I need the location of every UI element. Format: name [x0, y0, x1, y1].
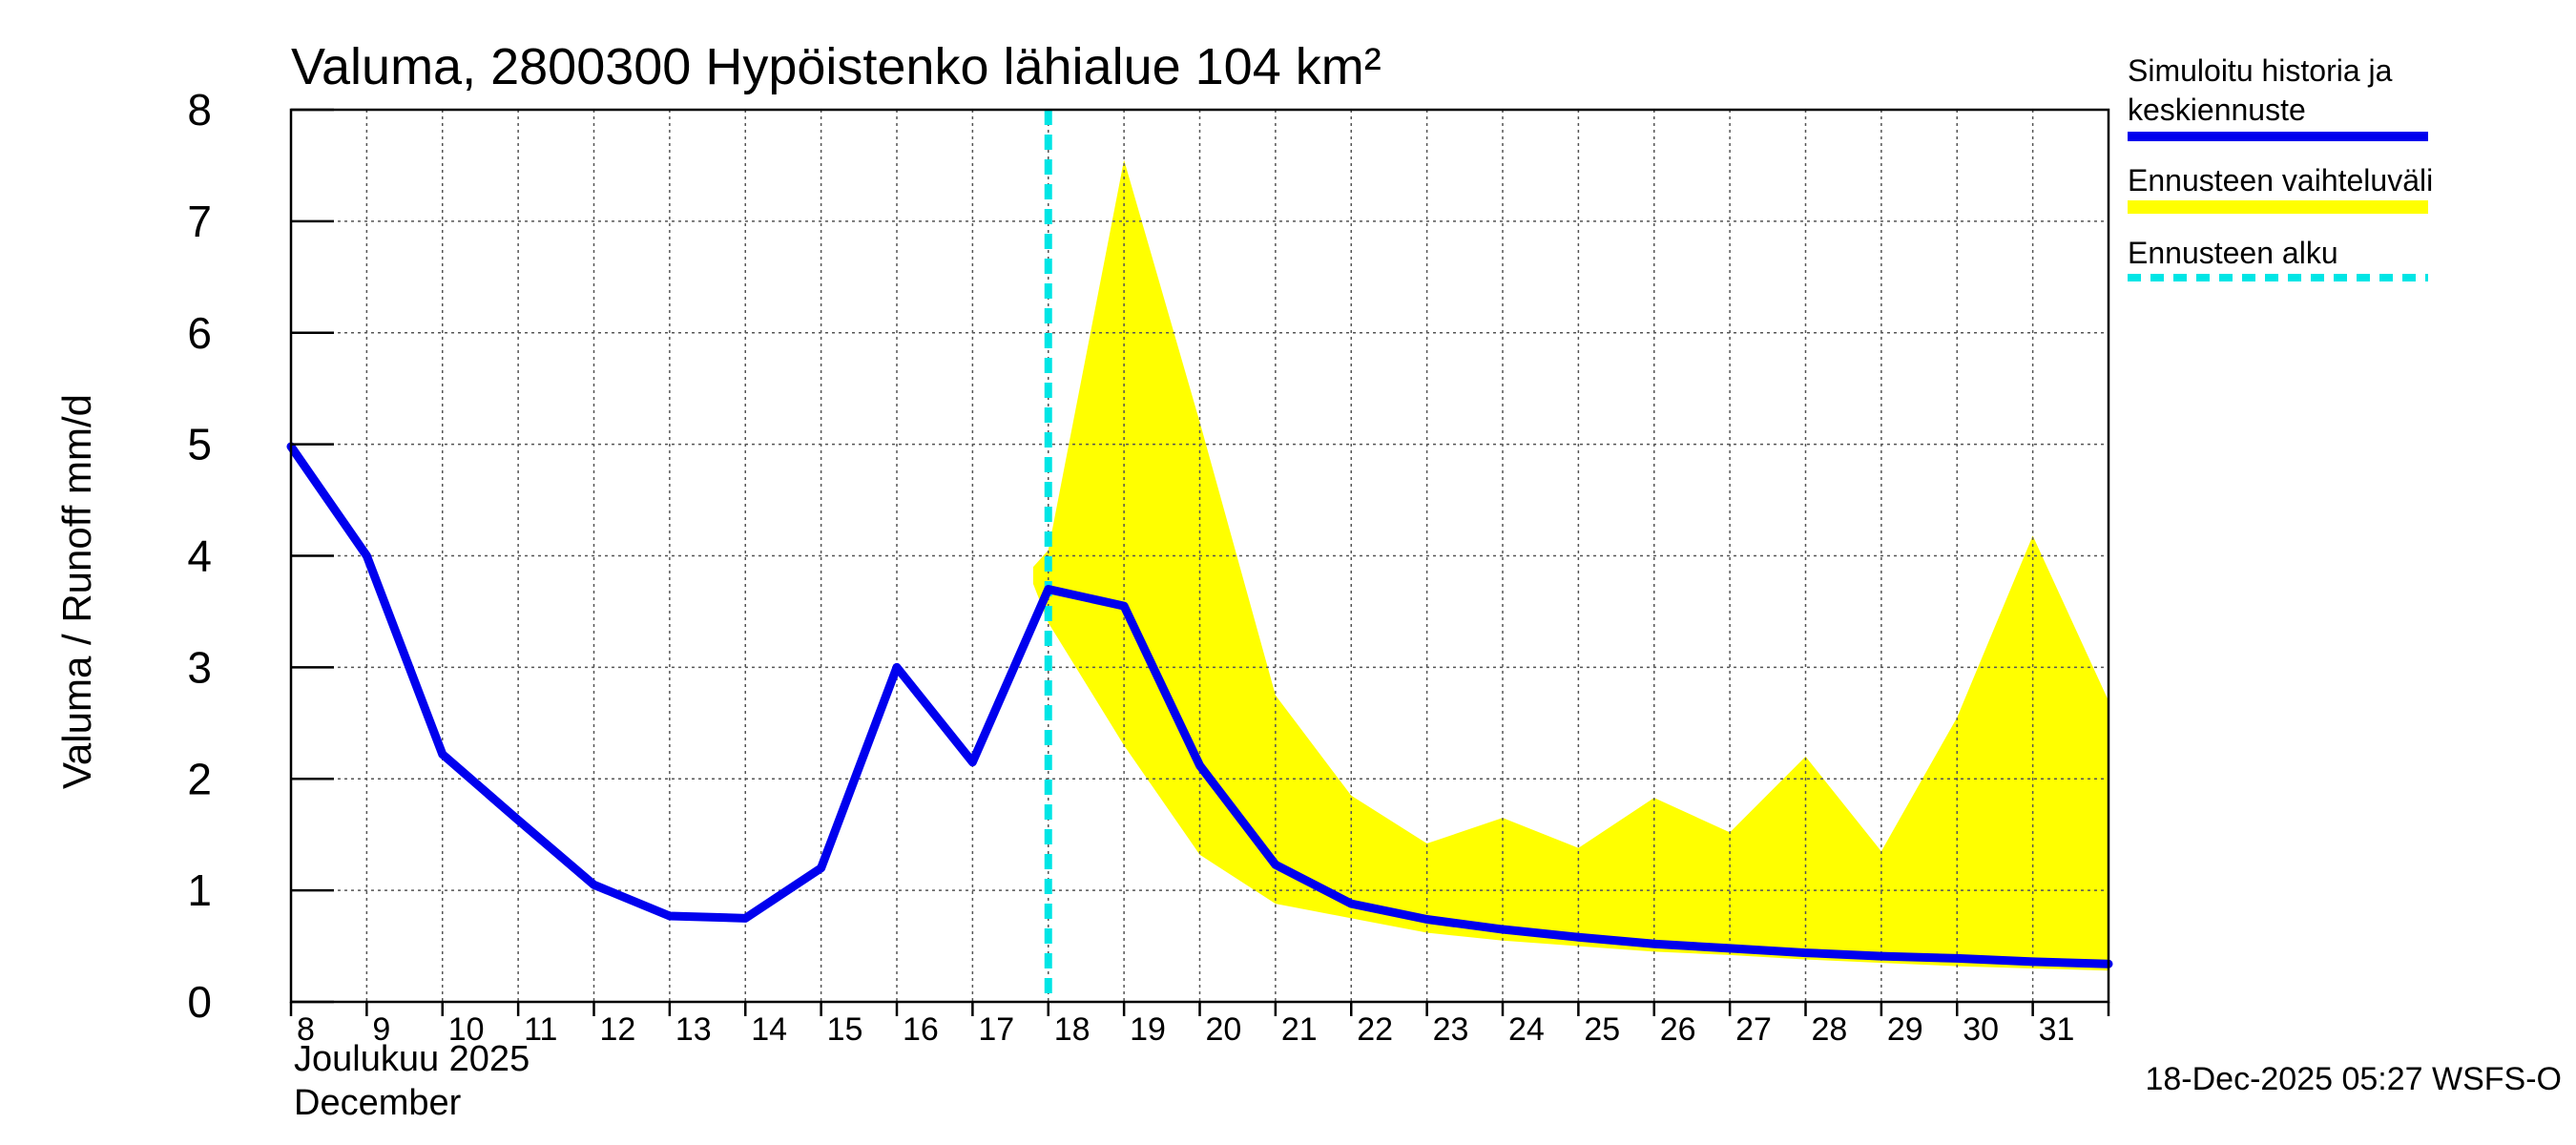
x-tick-label: 18	[1054, 1011, 1091, 1048]
legend-label-band: Ennusteen vaihteluväli	[2128, 163, 2433, 198]
y-tick-label: 7	[187, 197, 212, 246]
y-tick-label: 6	[187, 308, 212, 358]
x-tick-label: 8	[297, 1011, 315, 1048]
y-tick-label: 2	[187, 754, 212, 803]
x-tick-label: 22	[1357, 1011, 1393, 1048]
x-tick-label: 28	[1812, 1011, 1848, 1048]
month-label-en: December	[294, 1083, 462, 1123]
x-tick-label: 29	[1887, 1011, 1923, 1048]
y-tick-label: 4	[187, 531, 212, 581]
x-tick-label: 11	[524, 1011, 557, 1048]
x-tick-label: 25	[1584, 1011, 1620, 1048]
x-tick-label: 20	[1206, 1011, 1242, 1048]
x-tick-label: 14	[751, 1011, 787, 1048]
timestamp-footer: 18-Dec-2025 05:27 WSFS-O	[2145, 1061, 2562, 1097]
series-line-0	[286, 442, 2113, 968]
series-layer	[286, 442, 2113, 968]
x-tick-label: 24	[1508, 1011, 1545, 1048]
y-tick-label: 0	[187, 977, 212, 1027]
y-tick-label: 5	[187, 420, 212, 469]
x-tick-label: 23	[1433, 1011, 1469, 1048]
x-tick-label: 15	[827, 1011, 863, 1048]
legend: Simuloitu historia ja keskiennuste Ennus…	[2128, 53, 2433, 281]
x-tick-label: 21	[1281, 1011, 1318, 1048]
x-tick-label: 12	[600, 1011, 636, 1048]
x-tick-label: 16	[903, 1011, 939, 1048]
x-tick-label: 26	[1660, 1011, 1696, 1048]
x-tick-label: 30	[1963, 1011, 1999, 1048]
legend-label-forecast-start: Ennusteen alku	[2128, 236, 2338, 270]
x-tick-label: 17	[978, 1011, 1014, 1048]
legend-label-series-line1: Simuloitu historia ja	[2128, 53, 2393, 88]
y-tick-labels: 0 1 2 3 4 5 6 7 8	[187, 85, 212, 1027]
y-tick-label: 8	[187, 85, 212, 135]
grid-lines	[291, 110, 2109, 1002]
y-axis-label: Valuma / Runoff mm/d	[54, 394, 99, 789]
y-tick-label: 1	[187, 865, 212, 915]
y-tick-label: 3	[187, 642, 212, 692]
x-tick-label: 10	[448, 1011, 485, 1048]
forecast-range-band-layer	[1032, 159, 2109, 971]
x-tick-label: 9	[372, 1011, 390, 1048]
x-tick-label: 19	[1130, 1011, 1166, 1048]
axes	[289, 108, 2110, 1016]
x-tick-label: 27	[1735, 1011, 1772, 1048]
x-tick-labels: 8 9 10 11 12 13 14 15 16 17 18 19 20 21 22 23 24 25 26 27 28…	[297, 1011, 2074, 1048]
x-tick-label: 13	[675, 1011, 712, 1048]
x-tick-label: 31	[2039, 1011, 2075, 1048]
chart-title: Valuma, 2800300 Hypöistenko lähialue 104…	[291, 38, 1381, 95]
forecast-range-band	[1032, 159, 2109, 971]
month-label-fi: Joulukuu 2025	[294, 1039, 530, 1079]
legend-label-series-line2: keskiennuste	[2128, 93, 2306, 127]
